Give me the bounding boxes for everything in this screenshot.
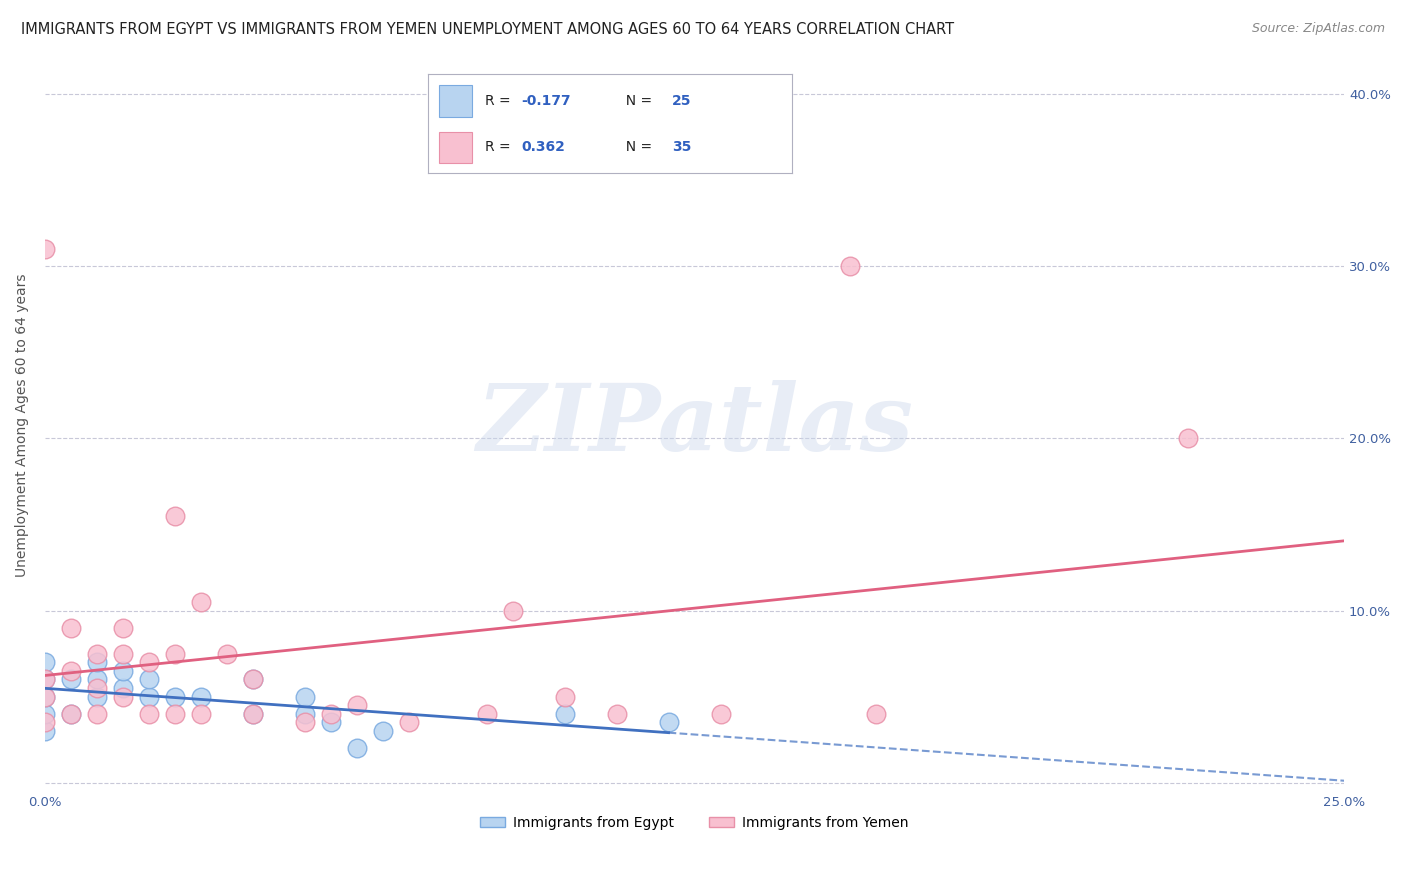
Point [111, 647, 134, 661]
Point [111, 621, 134, 635]
Point [163, 508, 186, 523]
Point [34, 724, 56, 739]
Point [138, 655, 160, 669]
Point [398, 715, 420, 730]
Point [34, 242, 56, 256]
Point [59, 664, 82, 678]
Text: IMMIGRANTS FROM EGYPT VS IMMIGRANTS FROM YEMEN UNEMPLOYMENT AMONG AGES 60 TO 64 : IMMIGRANTS FROM EGYPT VS IMMIGRANTS FROM… [21, 22, 955, 37]
Point [215, 647, 238, 661]
Point [1177, 431, 1199, 445]
Point [34, 715, 56, 730]
Point [658, 715, 681, 730]
Point [138, 706, 160, 721]
Legend: Immigrants from Egypt, Immigrants from Yemen: Immigrants from Egypt, Immigrants from Y… [475, 811, 914, 836]
Point [319, 706, 342, 721]
Point [138, 690, 160, 704]
Point [111, 681, 134, 695]
Point [59, 706, 82, 721]
Point [839, 259, 862, 273]
Point [163, 690, 186, 704]
Point [242, 673, 264, 687]
Point [59, 706, 82, 721]
Point [242, 706, 264, 721]
Point [865, 706, 887, 721]
Point [242, 673, 264, 687]
Point [86, 690, 108, 704]
Point [371, 724, 394, 739]
Point [242, 706, 264, 721]
Point [606, 706, 628, 721]
Point [59, 673, 82, 687]
Point [502, 603, 524, 617]
Point [319, 715, 342, 730]
Point [34, 706, 56, 721]
Point [34, 673, 56, 687]
Point [475, 706, 498, 721]
Point [294, 690, 316, 704]
Point [34, 690, 56, 704]
Point [294, 706, 316, 721]
Point [86, 681, 108, 695]
Point [163, 647, 186, 661]
Point [346, 741, 368, 756]
Point [554, 690, 576, 704]
Point [34, 673, 56, 687]
Y-axis label: Unemployment Among Ages 60 to 64 years: Unemployment Among Ages 60 to 64 years [15, 274, 30, 577]
Point [86, 673, 108, 687]
Point [190, 595, 212, 609]
Text: Source: ZipAtlas.com: Source: ZipAtlas.com [1251, 22, 1385, 36]
Point [190, 690, 212, 704]
Point [294, 715, 316, 730]
Point [190, 706, 212, 721]
Point [709, 706, 731, 721]
Point [346, 698, 368, 713]
Point [86, 655, 108, 669]
Point [554, 706, 576, 721]
Point [111, 690, 134, 704]
Point [59, 621, 82, 635]
Point [34, 690, 56, 704]
Point [111, 664, 134, 678]
Point [86, 647, 108, 661]
Point [138, 673, 160, 687]
Point [86, 706, 108, 721]
Point [34, 655, 56, 669]
Point [163, 706, 186, 721]
Text: ZIPatlas: ZIPatlas [477, 380, 912, 470]
